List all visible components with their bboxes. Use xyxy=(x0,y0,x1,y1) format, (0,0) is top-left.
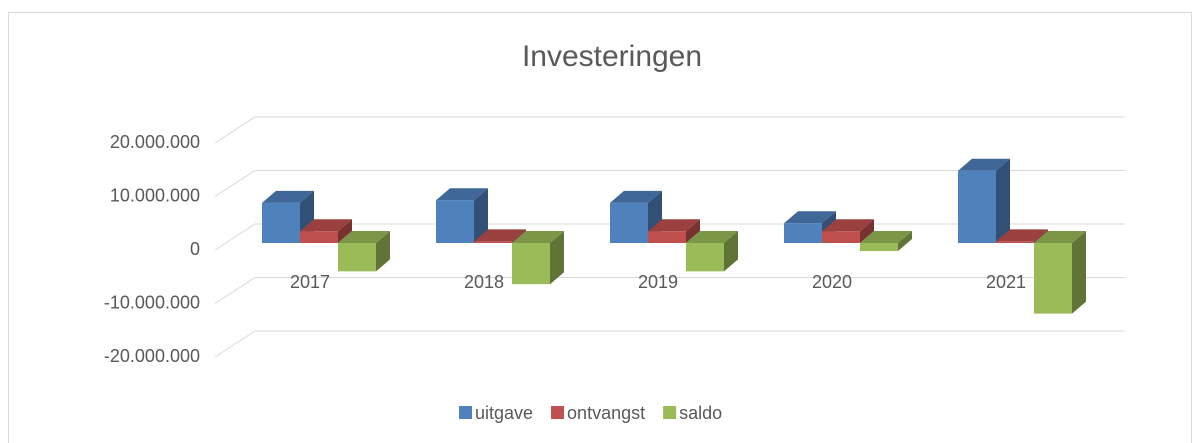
bar xyxy=(860,243,898,252)
x-tick-label: 2021 xyxy=(986,272,1026,292)
bar-top xyxy=(860,231,912,243)
grid-line xyxy=(214,277,1125,304)
bar-side xyxy=(376,231,390,272)
bar-side xyxy=(724,231,738,272)
y-tick-label: 20.000.000 xyxy=(110,132,200,152)
x-tick-label: 2018 xyxy=(464,272,504,292)
bar-side xyxy=(338,219,352,243)
bar-top xyxy=(958,158,1010,171)
legend-swatch xyxy=(459,406,472,419)
bar-side xyxy=(474,188,488,243)
bar xyxy=(436,200,474,243)
y-tick-label: 10.000.000 xyxy=(110,185,200,205)
bar-top xyxy=(300,219,352,232)
x-tick-label: 2019 xyxy=(638,272,678,292)
bar xyxy=(784,223,822,243)
legend-label: ontvangst xyxy=(567,403,645,423)
legend-swatch xyxy=(551,406,565,419)
bar-top xyxy=(610,190,662,203)
bar xyxy=(686,243,724,272)
y-tick-label: 0 xyxy=(190,239,200,259)
bar-side xyxy=(512,229,526,243)
bar-side xyxy=(1072,231,1086,314)
bar xyxy=(338,243,376,272)
bar-top xyxy=(996,229,1048,242)
bar xyxy=(474,241,512,243)
bar-top xyxy=(1034,231,1086,243)
bar-top xyxy=(822,219,874,232)
bar xyxy=(996,241,1034,243)
bar-top xyxy=(648,219,700,232)
bar-top xyxy=(474,229,526,242)
bar-side xyxy=(898,231,912,252)
bar xyxy=(262,202,300,243)
bar-side xyxy=(996,158,1010,243)
legend-label: saldo xyxy=(679,403,722,423)
bar-top xyxy=(784,211,836,224)
y-tick-label: -10.000.000 xyxy=(104,292,200,312)
bar xyxy=(822,231,860,243)
bar xyxy=(610,202,648,243)
bar xyxy=(1034,243,1072,314)
bar xyxy=(958,170,996,243)
legend-label: uitgave xyxy=(475,403,533,423)
x-tick-label: 2017 xyxy=(290,272,330,292)
bar-side xyxy=(686,219,700,243)
grid-line xyxy=(214,330,1125,358)
y-tick-label: -20.000.000 xyxy=(104,346,200,366)
bar xyxy=(512,243,550,285)
bar-top xyxy=(436,188,488,201)
bar-side xyxy=(1034,229,1048,243)
bar-top xyxy=(262,190,314,203)
bar-top xyxy=(512,231,564,243)
x-tick-label: 2020 xyxy=(812,272,852,292)
bar-side xyxy=(860,219,874,243)
bar xyxy=(648,231,686,243)
bar xyxy=(300,231,338,243)
legend-swatch xyxy=(663,406,677,419)
chart-title: Investeringen xyxy=(522,40,702,73)
chart-frame xyxy=(8,12,1192,443)
grid-line xyxy=(214,170,1125,197)
bar-top xyxy=(338,231,390,243)
bar-side xyxy=(550,231,564,285)
grid-line xyxy=(214,116,1125,144)
bar-top xyxy=(686,231,738,243)
